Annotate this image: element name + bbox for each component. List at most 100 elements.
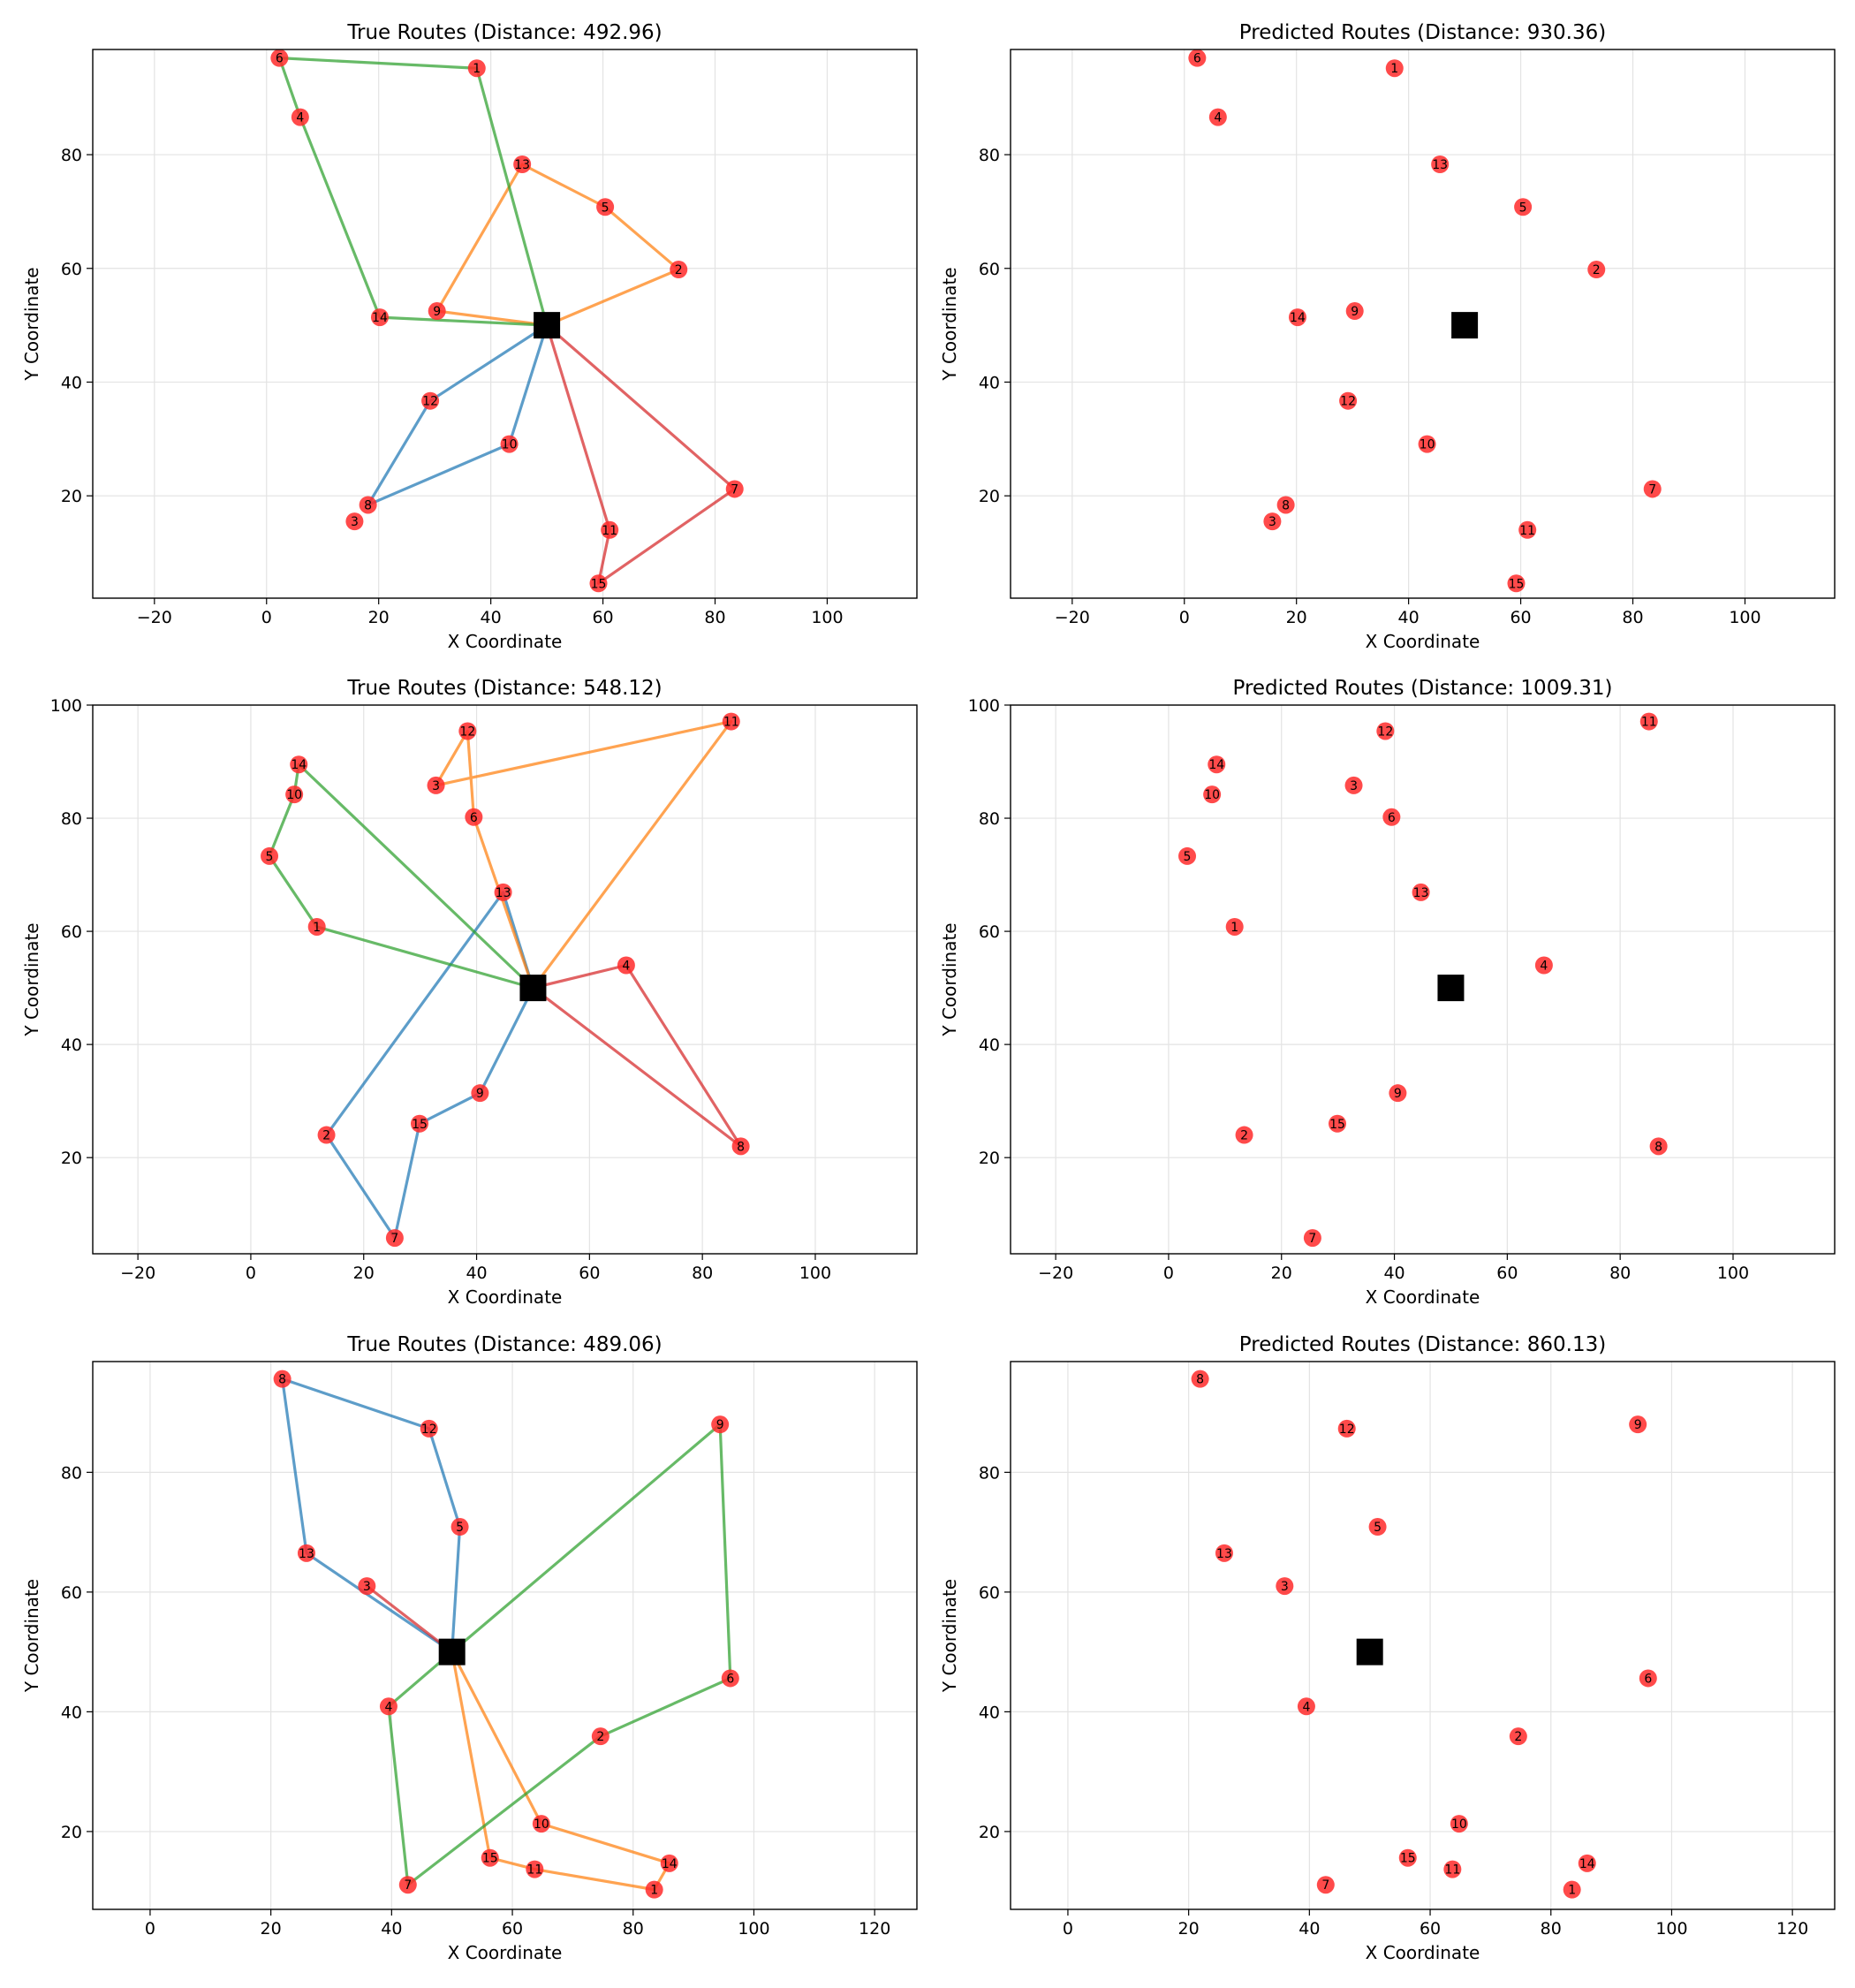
customer-point xyxy=(273,1370,292,1388)
route-line-1 xyxy=(367,323,549,507)
x-tick-label: 80 xyxy=(704,608,725,627)
x-tick-label: 40 xyxy=(381,1919,402,1939)
x-tick-label: 0 xyxy=(1063,1919,1073,1939)
customer-label: 9 xyxy=(1351,305,1359,319)
customer-point xyxy=(596,198,615,216)
customer-label: 4 xyxy=(384,1700,392,1714)
customer-point xyxy=(1431,155,1450,173)
customer-point xyxy=(420,1419,438,1438)
customer-label: 7 xyxy=(731,482,738,497)
customer-label: 14 xyxy=(1290,311,1306,325)
customer-label: 15 xyxy=(1509,577,1525,591)
customer-label: 11 xyxy=(1641,716,1657,730)
y-tick-label: 40 xyxy=(979,1703,1000,1722)
customer-point xyxy=(1215,1544,1233,1562)
chart-title: Predicted Routes (Distance: 930.36) xyxy=(1239,21,1606,44)
customer-point xyxy=(725,480,744,498)
y-axis-label: Y Coordinate xyxy=(21,1579,42,1693)
customer-label: 5 xyxy=(266,850,274,864)
y-tick-label: 20 xyxy=(61,1149,82,1168)
y-tick-label: 20 xyxy=(979,1823,1000,1842)
customer-point xyxy=(494,883,512,901)
customer-point xyxy=(1303,1229,1321,1248)
customer-point xyxy=(1376,722,1395,740)
customer-point xyxy=(358,1577,376,1596)
customer-point xyxy=(1418,435,1436,453)
x-tick-label: 20 xyxy=(353,1263,375,1283)
customer-label: 6 xyxy=(1193,52,1201,66)
x-tick-label: −20 xyxy=(137,608,172,627)
customer-point xyxy=(1639,1669,1657,1688)
customer-point xyxy=(722,712,740,731)
customer-label: 1 xyxy=(473,62,481,76)
customer-label: 13 xyxy=(514,158,530,172)
customer-label: 1 xyxy=(1230,921,1238,935)
customer-point xyxy=(1263,512,1282,531)
y-tick-label: 20 xyxy=(61,487,82,506)
x-tick-label: 100 xyxy=(799,1263,831,1283)
customer-point xyxy=(1188,49,1207,67)
customer-label: 8 xyxy=(278,1373,286,1387)
customer-label: 4 xyxy=(622,959,630,973)
customer-label: 1 xyxy=(313,921,321,935)
axes-frame xyxy=(1010,704,1836,1255)
x-tick-label: 80 xyxy=(1609,1263,1631,1283)
customer-label: 13 xyxy=(1216,1547,1232,1561)
customer-point xyxy=(500,435,519,453)
customer-point xyxy=(1450,1815,1468,1833)
customer-point xyxy=(1339,391,1358,410)
x-tick-label: 120 xyxy=(1776,1919,1808,1939)
customer-label: 2 xyxy=(322,1129,330,1143)
customer-label: 14 xyxy=(1579,1857,1595,1871)
customer-label: 5 xyxy=(1184,850,1192,864)
depot-marker xyxy=(438,1638,466,1666)
customer-point xyxy=(731,1137,750,1156)
customer-label: 1 xyxy=(650,1884,658,1898)
customer-point xyxy=(601,520,619,539)
route-line-4 xyxy=(545,323,737,585)
y-tick-label: 80 xyxy=(979,809,1000,829)
x-axis-label: X Coordinate xyxy=(1366,631,1480,652)
customer-point xyxy=(291,108,309,126)
chart-panel-2: −20 0 20 40 60 80 100 20 40 60 80 Predicted Routes … xyxy=(939,21,1836,652)
customer-point xyxy=(1514,198,1533,216)
customer-label: 12 xyxy=(459,725,475,739)
y-tick-label: 40 xyxy=(61,373,82,392)
customer-point xyxy=(411,1114,429,1133)
x-tick-label: 20 xyxy=(1271,1263,1292,1283)
y-tick-label: 20 xyxy=(61,1823,82,1842)
depot-marker xyxy=(534,312,561,339)
customer-point xyxy=(1337,1419,1356,1438)
customer-label: 10 xyxy=(286,788,302,802)
customer-point xyxy=(450,1518,469,1537)
y-tick-label: 80 xyxy=(979,1463,1000,1483)
customer-point xyxy=(471,1084,489,1103)
customer-point xyxy=(1507,574,1526,593)
customer-point xyxy=(270,49,289,67)
customer-point xyxy=(1208,755,1226,774)
customer-point xyxy=(1649,1137,1668,1156)
customer-point xyxy=(1297,1697,1315,1716)
customer-point xyxy=(1288,308,1306,327)
customer-point xyxy=(1534,956,1553,975)
customer-point xyxy=(285,785,304,804)
depot-marker xyxy=(519,975,547,1002)
route-line-1 xyxy=(324,891,534,1240)
y-axis-label: Y Coordinate xyxy=(21,267,42,381)
customer-label: 4 xyxy=(296,111,304,125)
customer-label: 4 xyxy=(1214,111,1222,125)
customer-label: 14 xyxy=(662,1857,678,1871)
x-axis-label: X Coordinate xyxy=(448,631,563,652)
x-tick-label: 100 xyxy=(1717,1263,1749,1283)
customer-label: 2 xyxy=(1240,1129,1248,1143)
customer-label: 9 xyxy=(1394,1087,1402,1101)
customer-label: 15 xyxy=(1400,1852,1416,1866)
y-tick-label: 80 xyxy=(61,1463,82,1483)
customer-point xyxy=(1412,883,1430,901)
chart-panel-5: 0 20 40 60 80 100 120 20 40 60 80 True Routes (Dist… xyxy=(21,1333,918,1963)
customer-label: 6 xyxy=(1644,1672,1652,1686)
customer-point xyxy=(370,308,389,327)
y-tick-label: 40 xyxy=(61,1036,82,1055)
route-line-3 xyxy=(277,57,549,327)
x-tick-label: 100 xyxy=(811,608,843,627)
